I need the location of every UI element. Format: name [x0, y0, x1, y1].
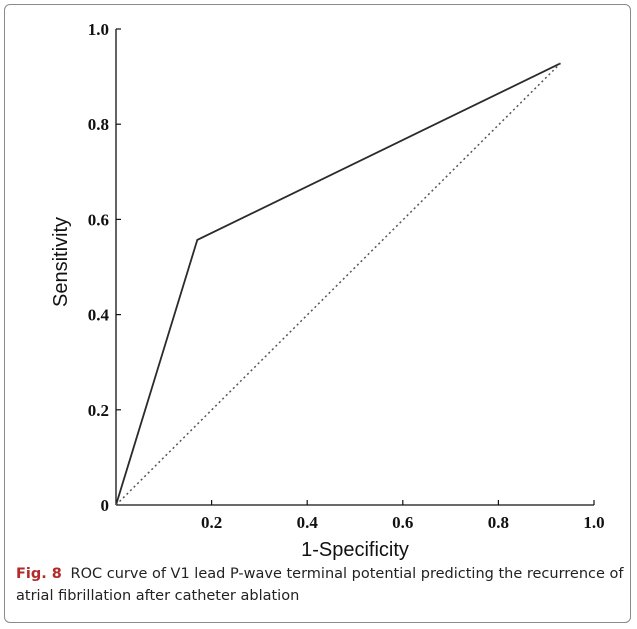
x-axis-title: 1-Specificity — [301, 539, 409, 560]
reference-diagonal-line — [115, 62, 562, 506]
y-tick-label: 0.2 — [88, 401, 109, 420]
x-tick-label: 0.6 — [392, 513, 413, 532]
ticks: 0.2 0.4 0.6 0.8 1.0 0 0.2 0.4 0.6 0.8 1.0 — [88, 20, 605, 532]
y-tick-label: 0.8 — [88, 115, 109, 134]
x-tick-label: 0.4 — [297, 513, 319, 532]
roc-chart: 0.2 0.4 0.6 0.8 1.0 0 0.2 0.4 0.6 0.8 1.0 1-Specif… — [50, 20, 605, 560]
y-tick-label: 1.0 — [88, 20, 109, 39]
x-tick-label: 0.2 — [201, 513, 222, 532]
y-tick-label: 0.4 — [88, 306, 110, 325]
figure-frame — [4, 4, 631, 623]
x-tick-label: 1.0 — [583, 513, 604, 532]
figure-caption: Fig. 8 ROC curve of V1 lead P-wave termi… — [16, 563, 626, 607]
figure-label: Fig. 8 — [16, 566, 62, 582]
y-tick-label: 0 — [101, 496, 110, 515]
figure-caption-text: ROC curve of V1 lead P-wave terminal pot… — [16, 566, 624, 604]
y-tick-label: 0.6 — [88, 210, 109, 229]
roc-curve-line — [115, 62, 561, 506]
axes — [115, 29, 594, 506]
y-axis-title: Sensitivity — [50, 217, 72, 307]
x-tick-label: 0.8 — [488, 513, 509, 532]
series — [115, 62, 562, 506]
